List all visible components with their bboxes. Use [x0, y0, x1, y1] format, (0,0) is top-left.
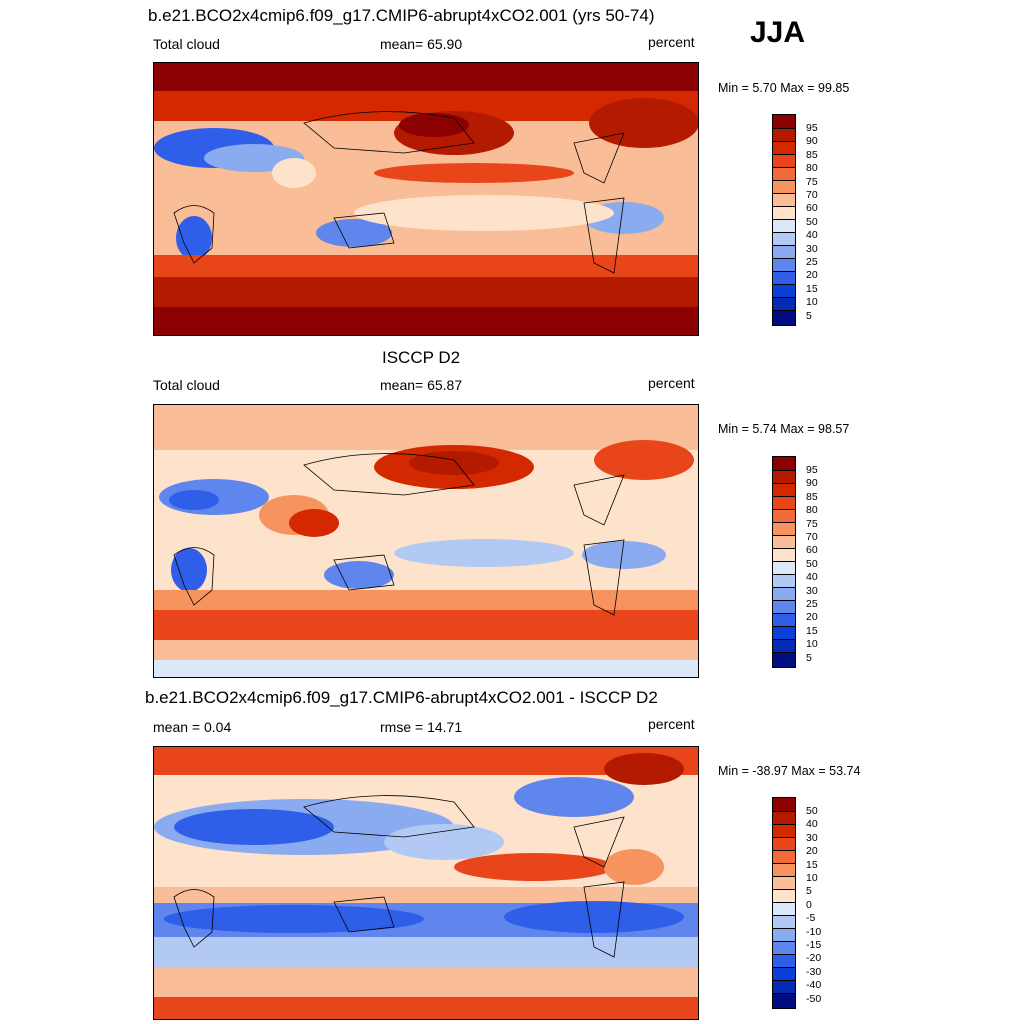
colorbar-tick: 85 — [806, 148, 818, 161]
colorbar-tick: 10 — [806, 872, 818, 884]
colorbar-tick: 50 — [806, 805, 818, 817]
panel-2-units-label: percent — [648, 375, 695, 391]
panel-2-left-label: Total cloud — [153, 377, 220, 393]
colorbar-tick: 95 — [806, 122, 818, 134]
panel-3-minmax: Min = -38.97 Max = 53.74 — [718, 764, 861, 778]
colorbar-tick: 80 — [806, 504, 818, 517]
colorbar-tick: 15 — [806, 858, 818, 871]
colorbar-tick: -15 — [806, 939, 822, 951]
colorbar-tick: 50 — [806, 215, 818, 228]
colorbar-tick: 70 — [806, 189, 818, 201]
panel-2-map — [153, 404, 699, 678]
colorbar-tick: 20 — [806, 611, 818, 624]
colorbar-tick: 75 — [806, 175, 818, 188]
colorbar-tick: 60 — [806, 544, 818, 557]
colorbar-tick: 5 — [806, 885, 812, 898]
colorbar-tick: 40 — [806, 818, 818, 831]
panel-1-colorbar — [772, 114, 796, 326]
colorbar-tick: -5 — [806, 912, 816, 925]
panel-1-minmax: Min = 5.70 Max = 99.85 — [718, 81, 850, 95]
colorbar-tick: 0 — [806, 898, 812, 911]
panel-3-rmse-label: rmse = 14.71 — [380, 719, 463, 735]
panel-1-units-label: percent — [648, 34, 695, 50]
colorbar-tick: 15 — [806, 282, 818, 295]
colorbar-tick: 30 — [806, 242, 818, 255]
colorbar-tick: 20 — [806, 269, 818, 282]
season-label: JJA — [750, 16, 806, 49]
panel-3-title: b.e21.BCO2x4cmip6.f09_g17.CMIP6-abrupt4x… — [145, 688, 658, 707]
colorbar-tick: 15 — [806, 624, 818, 637]
colorbar-tick: 90 — [806, 477, 818, 490]
panel-1-title: b.e21.BCO2x4cmip6.f09_g17.CMIP6-abrupt4x… — [148, 6, 655, 25]
colorbar-tick: 25 — [806, 256, 818, 268]
colorbar-tick: 50 — [806, 557, 818, 570]
panel-3-colorbar — [772, 797, 796, 1009]
colorbar-tick: 20 — [806, 845, 818, 858]
panel-3-mean-label: mean = 0.04 — [153, 719, 232, 735]
colorbar-tick: 75 — [806, 517, 818, 530]
colorbar-tick: 25 — [806, 598, 818, 610]
panel-2-title: ISCCP D2 — [382, 348, 461, 367]
colorbar-tick: 40 — [806, 229, 818, 242]
colorbar-tick: 60 — [806, 202, 818, 215]
colorbar-tick: -20 — [806, 952, 822, 965]
panel-2-minmax: Min = 5.74 Max = 98.57 — [718, 422, 850, 436]
colorbar-tick: 85 — [806, 490, 818, 503]
colorbar-tick: -50 — [806, 992, 822, 1005]
colorbar-tick: 90 — [806, 135, 818, 148]
colorbar-tick: 10 — [806, 638, 818, 651]
colorbar-tick: 70 — [806, 531, 818, 543]
colorbar-tick: 30 — [806, 584, 818, 597]
colorbar-tick: 10 — [806, 296, 818, 309]
panel-1-mean-label: mean= 65.90 — [380, 36, 463, 52]
panel-1-left-label: Total cloud — [153, 36, 220, 52]
colorbar-tick: 5 — [806, 309, 812, 322]
panel-2-colorbar — [772, 456, 796, 668]
panel-3-map — [153, 746, 699, 1020]
panel-1-map — [153, 62, 699, 336]
panel-2-mean-label: mean= 65.87 — [380, 377, 463, 393]
panel-3-units-label: percent — [648, 716, 695, 732]
colorbar-tick: -40 — [806, 979, 822, 992]
colorbar-tick: -30 — [806, 965, 822, 978]
colorbar-tick: 95 — [806, 464, 818, 476]
colorbar-tick: 30 — [806, 831, 818, 844]
colorbar-tick: -10 — [806, 925, 822, 938]
colorbar-tick: 5 — [806, 651, 812, 664]
colorbar-tick: 80 — [806, 162, 818, 175]
colorbar-tick: 40 — [806, 571, 818, 584]
